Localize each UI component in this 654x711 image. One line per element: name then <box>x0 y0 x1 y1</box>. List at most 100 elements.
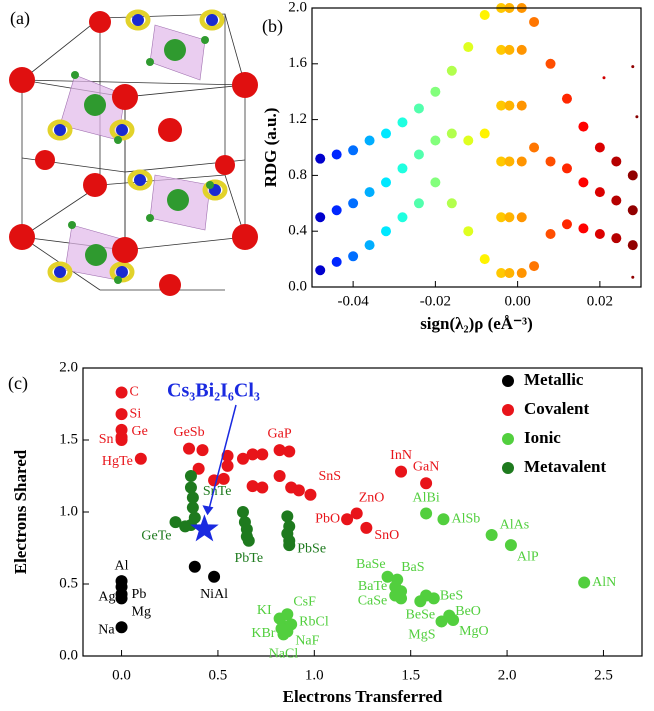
data-point <box>437 513 449 525</box>
rdg-point <box>611 233 621 243</box>
data-point <box>360 522 372 534</box>
point-label: BaTe <box>358 579 387 594</box>
rdg-point <box>602 76 605 79</box>
data-point <box>189 561 201 573</box>
x-tick-label: 2.5 <box>594 667 613 683</box>
data-point <box>197 444 209 456</box>
rdg-point <box>414 198 424 208</box>
rdg-point <box>562 163 572 173</box>
legend-label: Ionic <box>524 428 561 447</box>
y-tick-label: 2.0 <box>59 359 78 375</box>
rdg-point <box>365 136 375 146</box>
point-label: Na <box>98 622 115 637</box>
rdg-point <box>517 45 527 55</box>
point-label: PbSe <box>297 541 326 556</box>
point-label: NaF <box>295 634 319 649</box>
rdg-point <box>381 177 391 187</box>
legend-marker <box>502 433 514 445</box>
y-axis-label: Electrons Shared <box>11 449 30 574</box>
rdg-point <box>348 251 358 261</box>
x-tick-label: 2.0 <box>498 667 517 683</box>
data-point <box>293 484 305 496</box>
rdg-point <box>365 240 375 250</box>
point-label: InN <box>390 448 412 463</box>
data-point <box>116 386 128 398</box>
data-point <box>505 539 517 551</box>
x-tick-label: 1.5 <box>401 667 420 683</box>
y-tick-label: 1.2 <box>288 111 307 127</box>
point-label: GaP <box>268 426 292 441</box>
rdg-point <box>628 240 638 250</box>
y-tick-label: 1.0 <box>59 503 78 519</box>
point-label: GeSb <box>173 425 204 440</box>
data-point <box>222 460 234 472</box>
point-label: NiAl <box>200 587 228 602</box>
y-tick-label: 1.6 <box>288 55 307 71</box>
rdg-point <box>628 170 638 180</box>
point-label: BeSe <box>406 607 436 622</box>
rdg-point <box>517 156 527 166</box>
legend-label: Metavalent <box>524 457 606 476</box>
annotation-text: Cs₃Bi₂I₆Cl₃ <box>167 380 260 402</box>
rdg-point <box>381 129 391 139</box>
points <box>315 3 638 279</box>
point-label: Al <box>115 558 129 573</box>
point-label: ZnO <box>359 491 385 506</box>
rdg-point <box>595 229 605 239</box>
rdg-point <box>631 276 634 279</box>
rdg-point <box>517 212 527 222</box>
rdg-point <box>397 212 407 222</box>
rdg-point <box>430 136 440 146</box>
data-point <box>304 489 316 501</box>
point-label: CsF <box>293 594 316 609</box>
point-label: CaSe <box>358 594 388 609</box>
rdg-point <box>628 205 638 215</box>
legend-label: Metallic <box>524 370 584 389</box>
rdg-point <box>546 59 556 69</box>
point-label: AlP <box>517 549 539 564</box>
y-tick-label: 0.4 <box>288 223 307 239</box>
x-tick-label: -0.04 <box>338 293 370 309</box>
point-label: AlBi <box>412 491 439 506</box>
data-point <box>395 592 407 604</box>
data-point <box>256 448 268 460</box>
rdg-point <box>529 261 539 271</box>
rdg-point <box>332 257 342 267</box>
rdg-point <box>315 154 325 164</box>
rdg-point <box>397 117 407 127</box>
point-label: MgO <box>459 624 489 639</box>
rdg-point <box>463 226 473 236</box>
rdg-point <box>517 268 527 278</box>
data-point <box>116 434 128 446</box>
y-tick-label: 2.0 <box>288 0 307 15</box>
data-point <box>256 482 268 494</box>
data-point <box>283 446 295 458</box>
rdg-point <box>332 149 342 159</box>
point-label: SnO <box>374 528 399 543</box>
data-point <box>281 510 293 522</box>
point-label: Ge <box>132 424 148 439</box>
point-label: HgTe <box>102 454 133 469</box>
data-point <box>185 470 197 482</box>
rdg-point <box>578 223 588 233</box>
data-point <box>578 577 590 589</box>
rdg-point <box>332 205 342 215</box>
point-label: PbTe <box>234 551 263 566</box>
legend-marker <box>502 375 514 387</box>
x-tick-label: 0.5 <box>209 667 228 683</box>
x-tick-label: 0.02 <box>587 293 613 309</box>
data-point <box>208 571 220 583</box>
point-label: Sn <box>99 432 114 447</box>
point-label: BeS <box>440 589 463 604</box>
rdg-point <box>504 156 514 166</box>
data-point <box>274 470 286 482</box>
point-label: BaS <box>401 560 424 575</box>
rdg-point <box>611 156 621 166</box>
data-point <box>135 453 147 465</box>
data-point <box>116 592 128 604</box>
point-label: AlAs <box>500 517 530 532</box>
rdg-point <box>546 229 556 239</box>
data-point <box>116 408 128 420</box>
legend-marker <box>502 462 514 474</box>
point-label: PbO <box>315 511 340 526</box>
